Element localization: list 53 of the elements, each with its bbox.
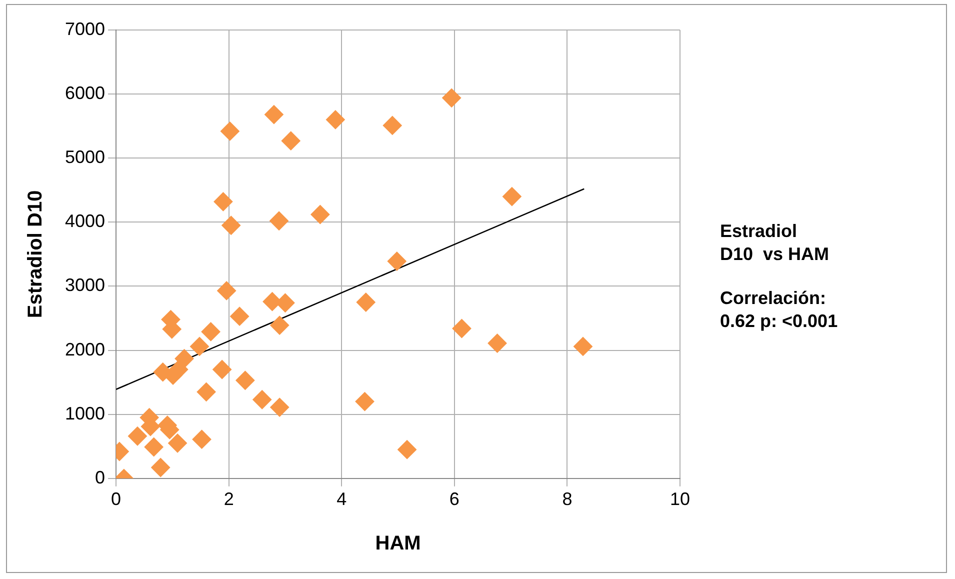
x-tick-label: 6 [449,489,460,510]
y-tick-label: 1000 [64,403,106,424]
point [270,316,290,335]
text: Estradiol D10 vs HAM [720,220,830,265]
y-tick-label: 2000 [64,339,106,360]
point [310,204,330,224]
point [452,319,472,338]
x-tick-label: 10 [670,489,690,510]
x-tick-label: 4 [336,489,347,510]
point [326,110,345,130]
point [281,131,300,150]
point [442,88,462,108]
point [356,292,376,312]
point [222,216,241,235]
point [168,434,188,453]
point [270,398,290,417]
point [214,192,233,212]
point [174,349,194,368]
y-tick-label: 4000 [64,211,106,232]
point [488,334,507,353]
y-tick-label: 6000 [64,83,106,104]
point [201,322,220,342]
point [382,116,402,135]
x-axis-title: HAM [375,532,421,555]
point [196,382,216,402]
point [252,390,272,410]
point [270,211,289,230]
text: Correlación: 0.62 p: <0.001 [720,287,838,332]
point [236,370,255,390]
point [502,187,522,206]
y-axis-title: Estradiol D10 [24,190,47,318]
point [220,122,240,141]
point [355,392,374,412]
x-tick-label: 2 [224,489,234,510]
point [398,440,417,460]
y-tick-label: 5000 [64,147,106,168]
point [217,281,236,300]
y-tick-label: 0 [95,467,106,488]
y-tick-label: 3000 [64,275,106,296]
x-tick-label: 8 [562,489,572,510]
point [128,426,147,446]
point [169,360,188,380]
point [387,252,406,271]
point [190,336,210,356]
point [264,105,284,124]
point [144,438,164,457]
point [574,336,592,356]
point [192,430,212,449]
point [230,306,250,326]
y-tick-label: 7000 [64,18,106,39]
point [212,360,232,380]
x-tick-label: 0 [111,489,122,510]
point [151,458,170,478]
